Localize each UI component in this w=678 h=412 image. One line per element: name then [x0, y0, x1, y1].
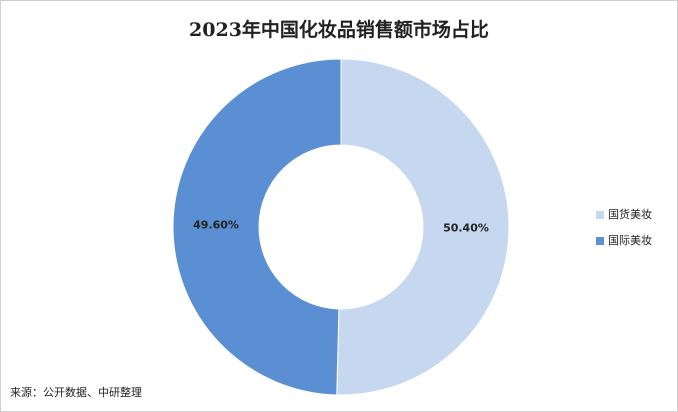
legend-swatch	[596, 211, 604, 219]
data-label: 49.60%	[193, 218, 239, 231]
legend-label: 国际美妆	[608, 234, 652, 247]
chart-title: 2023年中国化妆品销售额市场占比	[189, 18, 489, 41]
legend-label: 国货美妆	[608, 207, 652, 221]
source-note: 来源：公开数据、中研整理	[10, 385, 142, 399]
donut-slice	[336, 58, 510, 396]
legend-swatch	[596, 237, 604, 245]
data-label: 50.40%	[443, 222, 489, 235]
donut-slice	[172, 58, 342, 396]
